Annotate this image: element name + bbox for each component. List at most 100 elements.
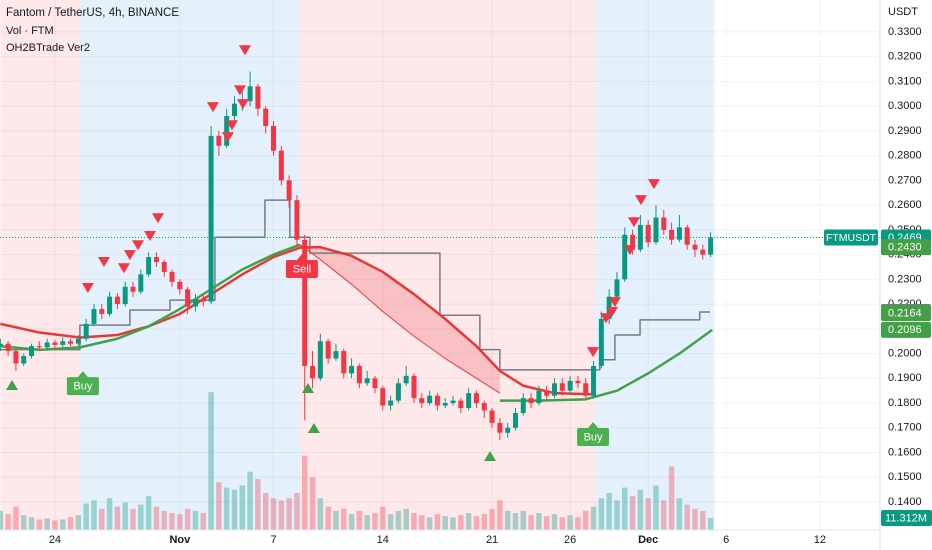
candle-body: [153, 257, 159, 263]
price-label-box: [881, 305, 931, 322]
sell-signal: [144, 231, 157, 242]
volume-bar: [239, 485, 246, 530]
candle-body: [442, 403, 448, 406]
volume-bar: [208, 392, 214, 530]
candle-body: [411, 375, 417, 399]
y-tick-label: 0.1900: [888, 372, 922, 384]
volume-bar: [356, 510, 363, 530]
price-label: 0.2430: [888, 242, 922, 254]
candle-body: [692, 244, 698, 250]
y-tick-label: 0.2000: [888, 347, 922, 359]
volume-bar: [575, 517, 581, 530]
candle-body: [349, 365, 355, 374]
signal-zone: [595, 0, 715, 530]
label-pointer: [77, 371, 88, 378]
volume-bar: [403, 508, 409, 530]
volume-bar: [567, 515, 573, 530]
volume-bar: [700, 510, 706, 530]
price-axis: [880, 0, 932, 550]
candle-body: [559, 383, 565, 391]
candle-body: [0, 343, 3, 347]
sell-signal: [608, 297, 621, 308]
candle-body: [263, 108, 269, 126]
y-tick-label: 0.1500: [888, 471, 922, 483]
volume-bar: [223, 487, 230, 530]
volume-bar: [286, 498, 292, 530]
candle-body: [107, 296, 113, 314]
candle-body: [216, 135, 222, 146]
volume-bar: [91, 500, 97, 530]
candle-body: [434, 395, 440, 406]
candle-body: [60, 341, 66, 345]
sell-signal: [221, 132, 234, 143]
volume-bar: [341, 508, 347, 530]
y-tick-label: 0.3000: [888, 100, 922, 112]
candle-body: [364, 378, 370, 384]
candle-body: [317, 341, 323, 379]
candle-body: [302, 239, 308, 366]
price-label: 0.2096: [888, 324, 922, 336]
x-tick-label: 12: [814, 534, 826, 546]
candle-body: [583, 383, 589, 396]
volume-bar: [0, 510, 4, 530]
candle-body: [505, 427, 511, 433]
sell-signal: [605, 307, 618, 318]
sell-signal: [132, 240, 145, 251]
y-tick-label: 0.1800: [888, 397, 922, 409]
volume-bar: [442, 516, 448, 530]
volume-bar: [411, 513, 417, 530]
volume-bar: [262, 492, 269, 530]
volume-bar: [450, 517, 456, 530]
candle-body: [481, 403, 487, 411]
volume-bar: [52, 520, 58, 530]
volume-bar: [598, 498, 605, 530]
candle-body: [700, 249, 706, 255]
volume-bar: [60, 519, 66, 530]
buy-signal: [302, 382, 315, 393]
signal-zone: [0, 0, 80, 530]
candle-body: [528, 398, 534, 404]
candle-body: [138, 274, 144, 292]
volume-label: 11.312M: [885, 512, 927, 524]
candle-body: [395, 383, 401, 401]
sell-signal: [233, 85, 246, 96]
candle-body: [630, 234, 636, 250]
indicator-line: [0, 199, 710, 371]
price-label-box: [881, 239, 931, 256]
signal-label: Buy: [584, 431, 603, 443]
candle-body: [36, 346, 42, 348]
volume-bar: [36, 519, 43, 530]
candle-body: [450, 400, 456, 404]
x-tick-label: 24: [49, 534, 61, 546]
volume-bar: [99, 508, 105, 530]
y-tick-label: 0.2800: [888, 150, 922, 162]
volume-bar: [512, 513, 519, 530]
candle-body: [13, 351, 19, 364]
candle-body: [310, 365, 316, 379]
candle-body: [684, 227, 690, 245]
y-tick-label: 0.1700: [888, 422, 922, 434]
volume-bar: [473, 516, 480, 530]
volume-bar: [645, 498, 651, 530]
candle-body: [637, 224, 643, 250]
candle-body: [161, 262, 167, 272]
y-tick-label: 0.2600: [888, 199, 922, 211]
buy-signal: [307, 423, 320, 434]
indicator-label: OH2BTrade Ver2: [6, 42, 90, 54]
candle-body: [380, 388, 386, 406]
volume-bar: [333, 510, 339, 530]
volume-bar: [434, 514, 441, 530]
volume-bar: [114, 506, 121, 530]
volume-label-box: [881, 510, 932, 527]
volume-bar: [145, 496, 152, 530]
volume-bar: [458, 515, 464, 530]
candle-body: [466, 393, 472, 409]
candle-body: [255, 86, 261, 109]
volume-bar: [504, 510, 511, 530]
signal-label: Buy: [73, 380, 92, 392]
sell-signal: [647, 179, 660, 190]
volume-bar: [551, 514, 558, 530]
candle-body: [512, 412, 518, 428]
candle-body: [591, 365, 597, 396]
sell-signal: [236, 99, 249, 110]
